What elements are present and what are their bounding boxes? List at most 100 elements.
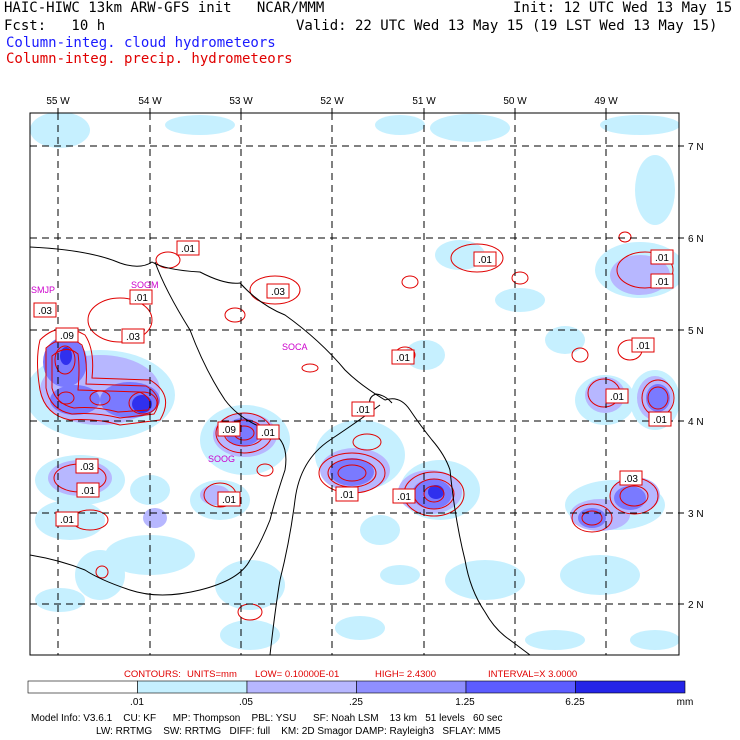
colorbar-segment [27, 680, 138, 694]
contour-label: .01 [392, 488, 416, 504]
contour-label: .01 [473, 251, 497, 267]
lat-label: 7 N [688, 142, 704, 153]
colorbar-unit: mm [677, 697, 694, 708]
contour-label: .01 [217, 491, 241, 507]
svg-text:.01: .01 [655, 277, 669, 288]
svg-text:.01: .01 [655, 253, 669, 264]
contour-low: LOW= 0.10000E-01 [255, 669, 339, 680]
colorbar-tick: 1.25 [455, 697, 475, 708]
svg-text:.03: .03 [624, 474, 638, 485]
colorbar-tick: .05 [239, 697, 253, 708]
svg-text:.01: .01 [396, 353, 410, 364]
lat-label: 2 N [688, 600, 704, 611]
colorbar-tick: 6.25 [565, 697, 585, 708]
model-info: Model Info: V3.6.1 CU: KF MP: Thompson P… [31, 713, 503, 737]
plot-title: HAIC-HIWC 13km ARW-GFS init NCAR/MMM [4, 0, 325, 16]
lon-label: 52 W [320, 96, 344, 107]
lat-label: 5 N [688, 326, 704, 337]
valid-time: Valid: 22 UTC Wed 13 May 15 (19 LST Wed … [296, 18, 718, 34]
cloud-shading [30, 113, 679, 650]
precip-field-label: Column-integ. precip. hydrometeors [6, 51, 293, 67]
contour-label: .01 [650, 249, 674, 265]
station-label: SOOG [208, 454, 235, 464]
svg-text:.03: .03 [80, 462, 94, 473]
contour-label: .01 [351, 401, 375, 417]
contour-label: .01 [631, 337, 655, 353]
colorbar-segment [465, 680, 576, 694]
lon-label: 51 W [412, 96, 436, 107]
contour-label: .01 [76, 482, 100, 498]
contour-label: .03 [266, 283, 290, 299]
longitude-labels: 55 W 54 W 53 W 52 W 51 W 50 W 49 W [46, 96, 618, 107]
svg-text:.01: .01 [134, 293, 148, 304]
contour-label: .01 [648, 411, 672, 427]
contour-info: CONTOURS: UNITS=mm LOW= 0.10000E-01 HIGH… [124, 669, 577, 680]
svg-text:.03: .03 [38, 306, 52, 317]
lon-label: 49 W [594, 96, 618, 107]
svg-text:.01: .01 [181, 244, 195, 255]
svg-text:.01: .01 [478, 255, 492, 266]
lat-lon-grid [30, 113, 679, 655]
contour-interval: INTERVAL=X 3.0000 [488, 669, 577, 680]
contour-units: UNITS=mm [187, 669, 237, 680]
svg-text:.01: .01 [60, 515, 74, 526]
colorbar-segment [575, 680, 686, 694]
contour-label: .09 [55, 327, 79, 343]
svg-text:.03: .03 [126, 332, 140, 343]
contour-high: HIGH= 2.4300 [375, 669, 436, 680]
contour-label: .01 [176, 240, 200, 256]
cloud-field-label: Column-integ. cloud hydrometeors [6, 35, 276, 51]
svg-text:.01: .01 [81, 486, 95, 497]
station-label: SMJP [31, 285, 55, 295]
contour-label: .01 [605, 388, 629, 404]
colorbar-tick: .25 [349, 697, 363, 708]
init-time: Init: 12 UTC Wed 13 May 15 [513, 0, 733, 16]
contour-label: .03 [33, 302, 57, 318]
svg-text:.01: .01 [222, 495, 236, 506]
svg-text:.01: .01 [397, 492, 411, 503]
model-info-line1: Model Info: V3.6.1 CU: KF MP: Thompson P… [31, 713, 503, 724]
svg-text:.03: .03 [271, 287, 285, 298]
lat-label: 4 N [688, 417, 704, 428]
lon-label: 54 W [138, 96, 162, 107]
svg-text:.01: .01 [636, 341, 650, 352]
contour-label: .03 [121, 328, 145, 344]
contour-label: .09 [217, 421, 241, 437]
lon-label: 50 W [503, 96, 527, 107]
lat-label: 6 N [688, 234, 704, 245]
contour-label: .03 [75, 458, 99, 474]
svg-text:.01: .01 [653, 415, 667, 426]
coastlines [29, 246, 531, 656]
model-info-line2: LW: RRTMG SW: RRTMG DIFF: full KM: 2D Sm… [96, 726, 501, 737]
contour-labels: .03 .09 .03 .01 .01 .03 .01 .01 .01 .01 .01 .09 .01.… [33, 240, 674, 527]
colorbar-segment [356, 680, 467, 694]
station-label: SOGM [131, 280, 159, 290]
contour-label: .01 [55, 511, 79, 527]
map-frame [29, 112, 680, 656]
contour-label: .01 [335, 486, 359, 502]
contour-label: .01 [650, 273, 674, 289]
colorbar-segment [137, 680, 248, 694]
svg-text:.01: .01 [261, 428, 275, 439]
lon-label: 53 W [229, 96, 253, 107]
station-labels: SMJP SOGM SOCA SOOG [31, 280, 308, 464]
forecast-hour: Fcst: 10 h [4, 18, 106, 34]
contour-label: .01 [256, 424, 280, 440]
latitude-labels: 7 N 6 N 5 N 4 N 3 N 2 N [688, 142, 704, 611]
lon-label: 55 W [46, 96, 70, 107]
contour-label: .01 [391, 349, 415, 365]
contour-label: .03 [619, 470, 643, 486]
svg-text:.09: .09 [60, 331, 74, 342]
lat-label: 3 N [688, 509, 704, 520]
contour-label: .01 [129, 289, 153, 305]
svg-text:.01: .01 [356, 405, 370, 416]
colorbar-segment [246, 680, 357, 694]
svg-text:.01: .01 [610, 392, 624, 403]
colorbar-tick: .01 [130, 697, 144, 708]
colorbar [27, 680, 686, 694]
svg-text:.01: .01 [340, 490, 354, 501]
svg-text:.09: .09 [222, 425, 236, 436]
colorbar-ticks: .01 .05 .25 1.25 6.25 mm [130, 697, 693, 708]
axis-ticks [57, 108, 684, 605]
